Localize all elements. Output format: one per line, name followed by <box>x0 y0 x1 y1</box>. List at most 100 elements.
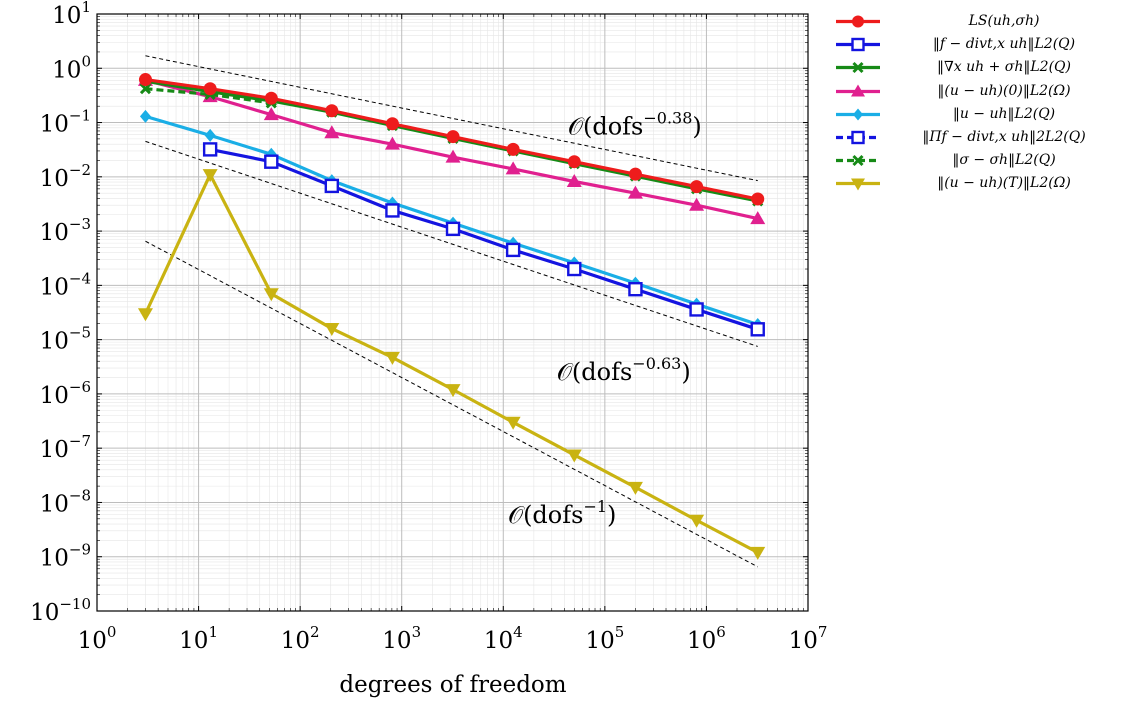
x-tick-label: 100 <box>78 623 117 654</box>
reference-lines: 𝒪(dofs−0.38) 𝒪(dofs−0.63) 𝒪(dofs−1) <box>145 55 758 568</box>
data-point <box>445 221 461 237</box>
data-point <box>505 416 521 430</box>
legend-label: ‖(u − uh)(0)‖L2(Ω) <box>937 82 1071 99</box>
y-tick-label: 10−10 <box>30 595 91 626</box>
legend-entry: ‖u − uh‖L2(Q) <box>826 103 1120 126</box>
data-point <box>263 288 279 302</box>
data-point <box>750 546 766 560</box>
legend-key <box>836 84 880 97</box>
x-tick-label: 104 <box>484 623 523 654</box>
data-point <box>567 155 581 169</box>
legend-key-marker <box>852 155 864 167</box>
legend-entry: ‖σ − σh‖L2(Q) <box>826 149 1120 172</box>
data-point <box>567 261 582 277</box>
reference-line <box>145 240 758 568</box>
data-point <box>264 91 278 105</box>
data-point <box>750 211 766 225</box>
legend-entry: ‖∇x uh + σh‖L2(Q) <box>826 56 1120 79</box>
y-tick-label: 10−1 <box>40 107 91 138</box>
legend-key <box>836 37 880 52</box>
data-point <box>204 128 216 142</box>
y-tick-label: 10−4 <box>40 269 91 300</box>
legend-label: ‖f − divt,x uh‖L2(Q) <box>932 36 1076 53</box>
legend-entry: ‖f − divt,x uh‖L2(Q) <box>826 33 1120 56</box>
data-point <box>137 308 153 322</box>
data-point <box>445 149 461 163</box>
legend-label: ‖(u − uh)(T)‖L2(Ω) <box>937 175 1071 192</box>
legend-entry: ‖Πf − divt,x uh‖2L2(Q) <box>826 126 1120 149</box>
data-point <box>689 197 705 211</box>
data-point <box>627 185 643 199</box>
y-tick-label: 100 <box>52 52 91 83</box>
data-point <box>202 169 218 183</box>
reference-line <box>145 140 758 347</box>
legend-key <box>836 130 880 145</box>
data-point <box>445 384 461 398</box>
legend-label: LS(uh,σh) <box>968 13 1040 29</box>
y-tick-label: 101 <box>52 0 91 29</box>
y-tick-label: 10−8 <box>40 486 91 517</box>
data-point <box>690 180 704 194</box>
legend-key-marker <box>851 178 865 191</box>
data-point <box>139 109 151 123</box>
reference-line-label: 𝒪(dofs−1) <box>508 497 616 529</box>
data-point <box>627 481 643 495</box>
legend-label: ‖Πf − divt,x uh‖2L2(Q) <box>922 128 1086 145</box>
y-tick-label: 10−7 <box>40 432 91 463</box>
data-point <box>325 104 339 118</box>
legend-entry: LS(uh,σh) <box>826 10 1120 33</box>
data-point <box>138 73 152 87</box>
data-point <box>751 192 765 206</box>
legend-label: ‖∇x uh + σh‖L2(Q) <box>937 59 1071 76</box>
grid-layer <box>96 13 809 612</box>
legend-key <box>836 15 880 28</box>
x-tick-label: 106 <box>687 623 726 654</box>
x-tick-label: 107 <box>789 623 828 654</box>
legend-label: ‖σ − σh‖L2(Q) <box>952 152 1056 169</box>
series-line <box>209 147 759 331</box>
data-point <box>506 142 520 156</box>
legend: LS(uh,σh) ‖f − divt,x uh‖L2(Q) ‖∇x uh + σh… <box>826 10 1120 196</box>
reference-line-label: 𝒪(dofs−0.38) <box>568 109 702 141</box>
series-layer <box>137 72 766 560</box>
y-tick-label: 10−9 <box>40 541 91 572</box>
data-point <box>446 130 460 144</box>
data-point <box>505 161 521 175</box>
data-point <box>505 242 521 258</box>
legend-key <box>836 178 880 191</box>
x-tick-label: 102 <box>281 623 320 654</box>
data-point <box>689 302 704 317</box>
series-1 <box>202 142 765 337</box>
data-point <box>263 107 279 121</box>
data-point <box>264 154 279 169</box>
data-point <box>385 203 400 218</box>
legend-key-marker <box>853 108 863 121</box>
reference-line-label: 𝒪(dofs−0.63) <box>557 354 691 386</box>
data-point <box>566 449 582 463</box>
x-tick-label: 103 <box>382 623 421 654</box>
y-tick-label: 10−6 <box>40 378 91 409</box>
legend-key-marker <box>851 84 865 97</box>
data-point <box>324 323 340 337</box>
data-point <box>628 167 642 181</box>
legend-entry: ‖(u − uh)(T)‖L2(Ω) <box>826 172 1120 195</box>
data-point <box>566 173 582 187</box>
data-point <box>384 136 400 150</box>
plot-frame <box>96 13 809 612</box>
data-point <box>324 125 340 139</box>
data-point <box>384 351 400 365</box>
legend-key <box>836 108 880 121</box>
x-axis-label: degrees of freedom <box>339 672 566 698</box>
data-point <box>203 82 217 96</box>
series-3 <box>137 72 766 225</box>
legend-key <box>836 155 880 167</box>
legend-key-marker <box>851 130 865 145</box>
y-tick-label: 10−2 <box>40 161 91 192</box>
legend-key-marker <box>852 62 864 74</box>
y-tick-label: 10−3 <box>40 215 91 246</box>
data-point <box>202 142 218 157</box>
legend-key-marker <box>851 37 865 52</box>
data-point <box>385 117 399 131</box>
data-point <box>750 322 765 337</box>
